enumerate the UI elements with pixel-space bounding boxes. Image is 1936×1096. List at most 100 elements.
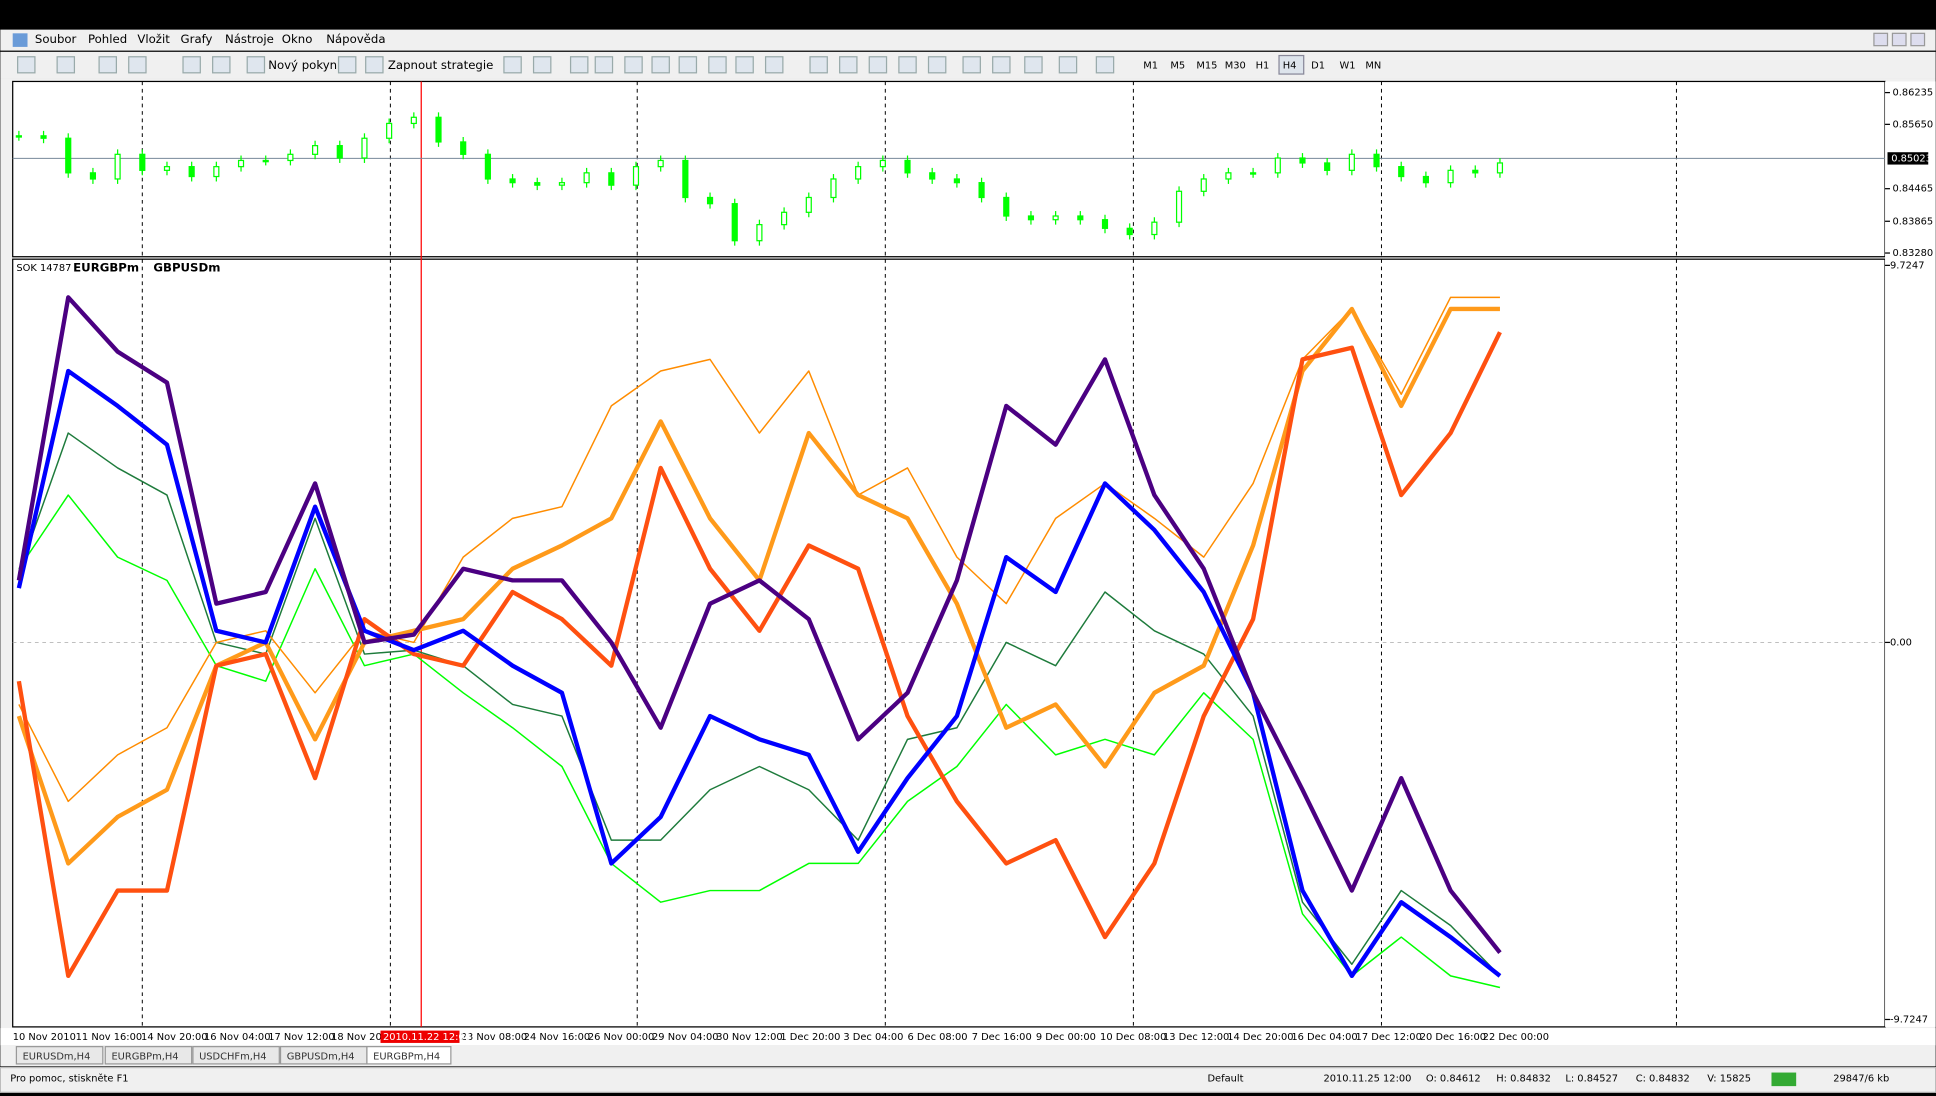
toolbar-button[interactable] bbox=[624, 56, 643, 74]
timeframe-button[interactable]: D1 bbox=[1311, 60, 1325, 71]
toolbar-button[interactable] bbox=[17, 56, 36, 74]
toolbar-button[interactable] bbox=[182, 56, 201, 74]
minimize-button[interactable] bbox=[1873, 32, 1889, 47]
toolbar-button[interactable] bbox=[98, 56, 117, 74]
toolbar-button[interactable] bbox=[764, 56, 784, 74]
chart-tab[interactable] bbox=[366, 1046, 452, 1065]
candle-body bbox=[558, 182, 566, 186]
indicator-pane bbox=[12, 258, 1886, 1028]
toolbar-button[interactable] bbox=[708, 56, 727, 74]
candle-body bbox=[1151, 221, 1158, 236]
timeframe-button[interactable]: M1 bbox=[1143, 60, 1158, 71]
restore-button[interactable] bbox=[1891, 32, 1907, 47]
menu-item[interactable]: Pohled bbox=[88, 32, 127, 46]
candle-body bbox=[15, 135, 22, 138]
timeframe-button[interactable]: H1 bbox=[1256, 60, 1270, 71]
toolbar-button[interactable] bbox=[651, 56, 670, 74]
toolbar-button[interactable] bbox=[735, 56, 754, 74]
chart-tab-label[interactable]: GBPUSDm,H4 bbox=[287, 1052, 355, 1063]
chart-tab[interactable] bbox=[104, 1046, 193, 1065]
timeframe-active bbox=[1278, 54, 1305, 75]
candle-body bbox=[1324, 162, 1331, 171]
toolbar-button[interactable] bbox=[128, 56, 147, 74]
y-tick-label: -9.7247 bbox=[1890, 1014, 1928, 1025]
toolbar-button[interactable] bbox=[56, 56, 76, 74]
menu-item[interactable]: Grafy bbox=[181, 32, 213, 46]
menu-item[interactable]: Soubor bbox=[35, 32, 77, 46]
toolbar-button[interactable] bbox=[1095, 56, 1115, 74]
timeframe-button[interactable]: H4 bbox=[1283, 60, 1297, 71]
candle-body bbox=[1250, 172, 1257, 175]
legend-entry: GBPUSDm bbox=[153, 260, 220, 274]
strategies-button[interactable]: Zapnout strategie bbox=[388, 58, 493, 72]
candle-body bbox=[237, 159, 245, 168]
indicator-label: SOK 14787 bbox=[16, 263, 71, 274]
toolbar-button[interactable] bbox=[809, 56, 828, 74]
menu-item[interactable]: Vložit bbox=[137, 32, 170, 46]
candle-body bbox=[879, 159, 886, 168]
x-tick-label: 17 Dec 12:00 bbox=[1356, 1032, 1422, 1043]
y-tick-label: 0.85650 bbox=[1892, 119, 1933, 130]
toolbar-button[interactable] bbox=[569, 56, 589, 74]
toolbar-button[interactable] bbox=[898, 56, 917, 74]
last-price-label: 0.85023 bbox=[1891, 153, 1932, 164]
menu-item[interactable]: Okno bbox=[282, 32, 313, 46]
chart-tab[interactable] bbox=[15, 1046, 104, 1065]
candle-body bbox=[855, 166, 862, 180]
toolbar-button[interactable] bbox=[839, 56, 858, 74]
candle-body bbox=[1299, 157, 1306, 164]
timeframe-button[interactable]: M30 bbox=[1225, 60, 1246, 71]
toolbar-button[interactable] bbox=[594, 56, 614, 74]
x-tick-label: 13 Dec 12:00 bbox=[1163, 1032, 1229, 1043]
x-tick-label: 18 Nov 20:00 bbox=[331, 1032, 397, 1043]
y-tick-label: 0.84465 bbox=[1892, 184, 1933, 195]
toolbar-button[interactable] bbox=[927, 56, 947, 74]
candle-body bbox=[89, 172, 97, 180]
candle-body bbox=[904, 159, 911, 174]
status-open: O: 0.84612 bbox=[1426, 1074, 1481, 1085]
toolbar-button[interactable] bbox=[1058, 56, 1078, 74]
candle-body bbox=[731, 203, 738, 242]
new-order-button[interactable]: Nový pokyn bbox=[268, 58, 337, 72]
toolbar-button[interactable] bbox=[678, 56, 698, 74]
timeframe-button[interactable]: M15 bbox=[1196, 60, 1217, 71]
toolbar-button[interactable] bbox=[992, 56, 1011, 74]
chart-tab-label[interactable]: EURUSDm,H4 bbox=[23, 1052, 91, 1063]
candle-body bbox=[1225, 172, 1232, 180]
candle-body bbox=[706, 196, 714, 205]
toolbar-button[interactable] bbox=[962, 56, 981, 74]
status-bar bbox=[0, 1066, 1936, 1093]
timeframe-button[interactable]: W1 bbox=[1340, 60, 1356, 71]
candle-body bbox=[40, 135, 47, 139]
chart-tab[interactable] bbox=[192, 1046, 280, 1065]
menu-item[interactable]: Nástroje bbox=[225, 32, 274, 46]
candle-body bbox=[830, 178, 837, 199]
toolbar-button[interactable] bbox=[365, 56, 384, 74]
chart-tab-label[interactable]: USDCHFm,H4 bbox=[199, 1052, 266, 1063]
chart-tab-label[interactable]: EURGBPm,H4 bbox=[111, 1052, 178, 1063]
toolbar-button[interactable] bbox=[868, 56, 888, 74]
toolbar-button[interactable] bbox=[337, 56, 357, 74]
status-high: H: 0.84832 bbox=[1496, 1074, 1551, 1085]
status-traffic: 29847/6 kb bbox=[1833, 1074, 1889, 1085]
tab-bar bbox=[0, 1045, 1936, 1067]
chart-tab-label[interactable]: EURGBPm,H4 bbox=[373, 1052, 440, 1063]
timeframe-button[interactable]: M5 bbox=[1170, 60, 1185, 71]
toolbar-button[interactable] bbox=[503, 56, 522, 74]
toolbar-button[interactable] bbox=[246, 56, 266, 74]
candle-body bbox=[608, 172, 615, 186]
candle-body bbox=[632, 166, 640, 186]
candle-body bbox=[805, 196, 812, 213]
candle-body bbox=[1422, 175, 1429, 184]
x-tick-label: 7 Dec 16:00 bbox=[972, 1032, 1032, 1043]
candle-body bbox=[1003, 196, 1010, 217]
toolbar-button[interactable] bbox=[1024, 56, 1043, 74]
menu-item[interactable]: Nápověda bbox=[326, 32, 385, 46]
close-button[interactable] bbox=[1910, 32, 1926, 47]
x-tick-label: 10 Dec 08:00 bbox=[1100, 1032, 1166, 1043]
toolbar-button[interactable] bbox=[532, 56, 552, 74]
x-tick-label: 23 Nov 08:00 bbox=[461, 1032, 527, 1043]
candle-body bbox=[657, 159, 664, 168]
toolbar-button[interactable] bbox=[212, 56, 231, 74]
timeframe-button[interactable]: MN bbox=[1365, 60, 1381, 71]
